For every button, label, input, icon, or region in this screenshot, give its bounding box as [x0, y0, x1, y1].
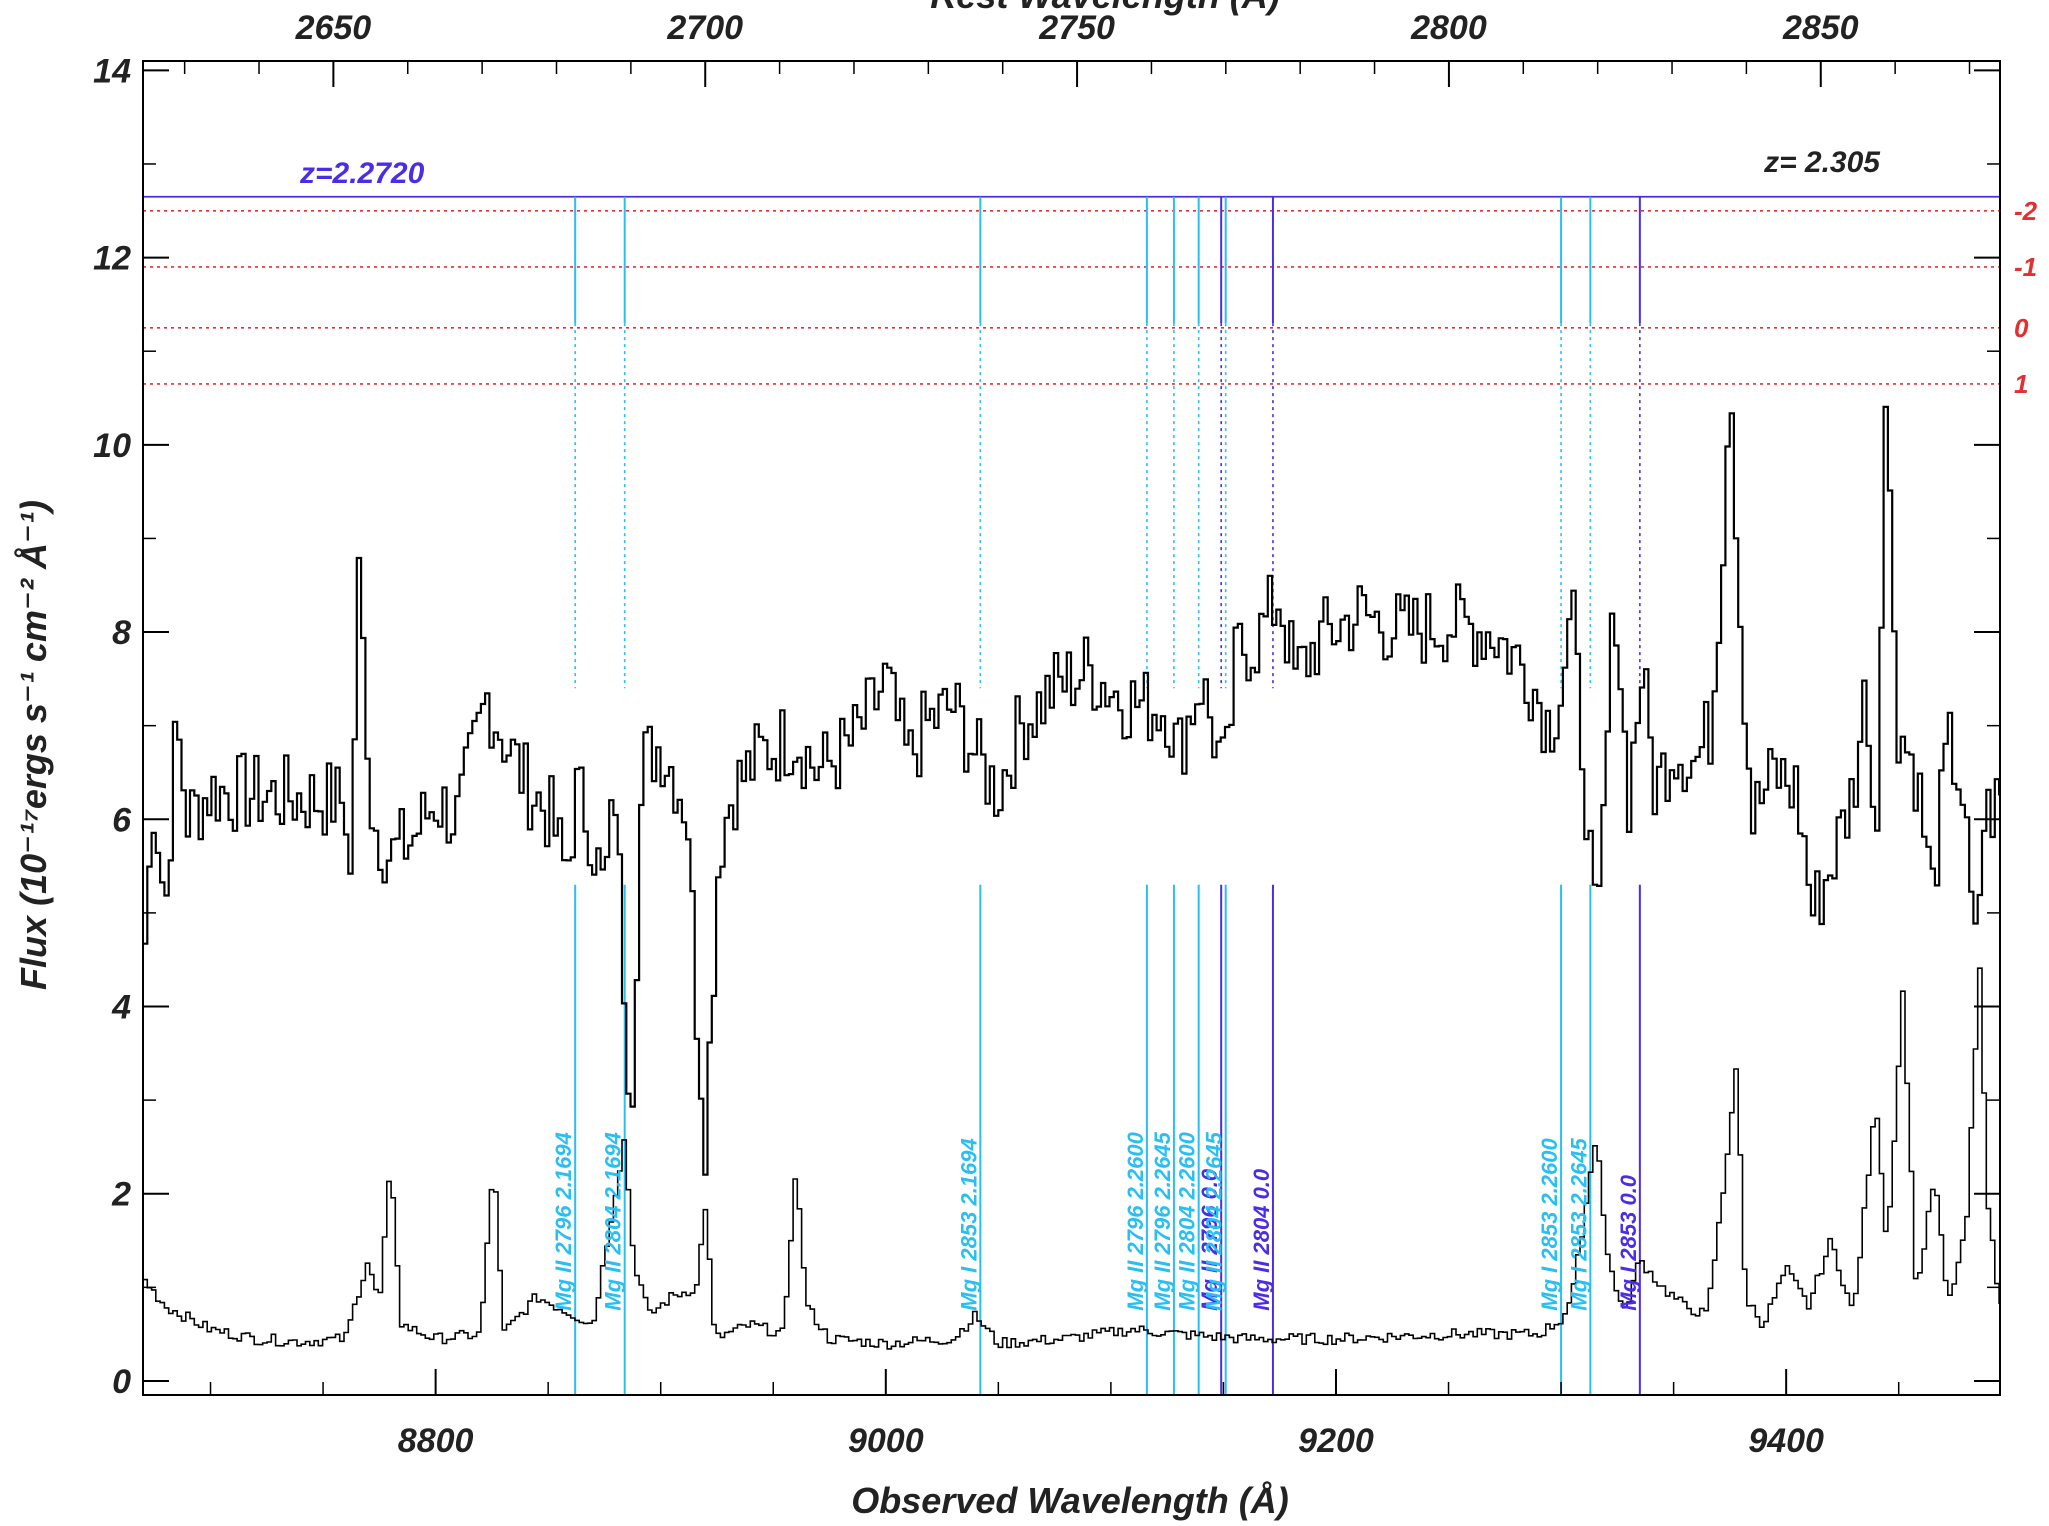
plot-frame	[142, 60, 2001, 1396]
x-tick-label: 9200	[1298, 1422, 1374, 1460]
y-tick-label: 12	[93, 240, 131, 278]
sigma-levels: -2 -1 0 1	[143, 196, 2038, 399]
absorption-line-label: Mg II 2796 0.0	[1197, 1168, 1222, 1311]
absorption-line-label: Mg II 2804 0.0	[1249, 1168, 1274, 1311]
absorption-line-label: Mg I 2853 2.2600	[1537, 1137, 1562, 1310]
absorption-line-label: Mg II 2796 2.1694	[551, 1132, 576, 1311]
top-x-axis-title: Rest Wavelength (Å)	[930, 0, 1279, 16]
absorption-line-label: Mg II 2796 2.2600	[1123, 1131, 1148, 1310]
sigma-level-label: -2	[2014, 196, 2038, 226]
absorption-line-label: Mg I 2853 2.1694	[956, 1138, 981, 1310]
top-x-tick-label: 2800	[1410, 9, 1487, 47]
y-tick-label: 6	[112, 801, 132, 839]
top-x-tick-label: 2750	[1038, 9, 1115, 47]
top-x-tick-label: 2650	[295, 9, 372, 47]
sigma-level-label: -1	[2014, 252, 2037, 282]
flux-spectrum-series	[143, 405, 2001, 1176]
error-spectrum-series	[143, 967, 2000, 1350]
y-tick-label: 8	[112, 614, 131, 652]
y-tick-label: 0	[112, 1363, 131, 1401]
y-tick-label: 4	[111, 989, 131, 1027]
absorption-line-label: Mg II 2796 2.2645	[1150, 1131, 1175, 1310]
absorption-line-label: Mg I 2853 2.2645	[1566, 1137, 1591, 1310]
x-tick-label: 9000	[848, 1422, 924, 1460]
x-tick-label: 9400	[1748, 1422, 1824, 1460]
absorber-redshift-label: z=2.2720	[299, 157, 425, 190]
x-tick-label: 8800	[398, 1422, 474, 1460]
y-tick-label: 14	[93, 52, 131, 90]
absorption-line-label: Mg II 2804 2.2645	[1202, 1131, 1227, 1310]
y-axis-title: Flux (10⁻¹⁷ergs s⁻¹ cm⁻² Å⁻¹)	[13, 500, 54, 990]
top-x-tick-label: 2850	[1782, 9, 1859, 47]
absorption-line-label: Mg I 2853 0.0	[1616, 1174, 1641, 1311]
axes: 8800 9000 9200 9400 2650 2700 2750 2800 2850 0 2 4 6…	[93, 9, 2000, 1460]
y-tick-label: 10	[93, 427, 131, 465]
absorption-line-label: Mg II 2804 2.1694	[601, 1132, 626, 1311]
x-axis-title: Observed Wavelength (Å)	[851, 1480, 1288, 1521]
top-x-tick-label: 2700	[666, 9, 743, 47]
quasar-redshift-label: z= 2.305	[1763, 146, 1881, 179]
absorption-line-label: Mg II 2804 2.2600	[1175, 1131, 1200, 1310]
sigma-level-label: 1	[2014, 369, 2028, 399]
line-labels: Mg II 2796 2.1694 Mg II 2804 2.1694 Mg I 2…	[551, 1131, 1641, 1310]
y-tick-label: 2	[111, 1176, 131, 1214]
sigma-level-label: 0	[2014, 313, 2029, 343]
absorption-lines	[574, 196, 1641, 1395]
